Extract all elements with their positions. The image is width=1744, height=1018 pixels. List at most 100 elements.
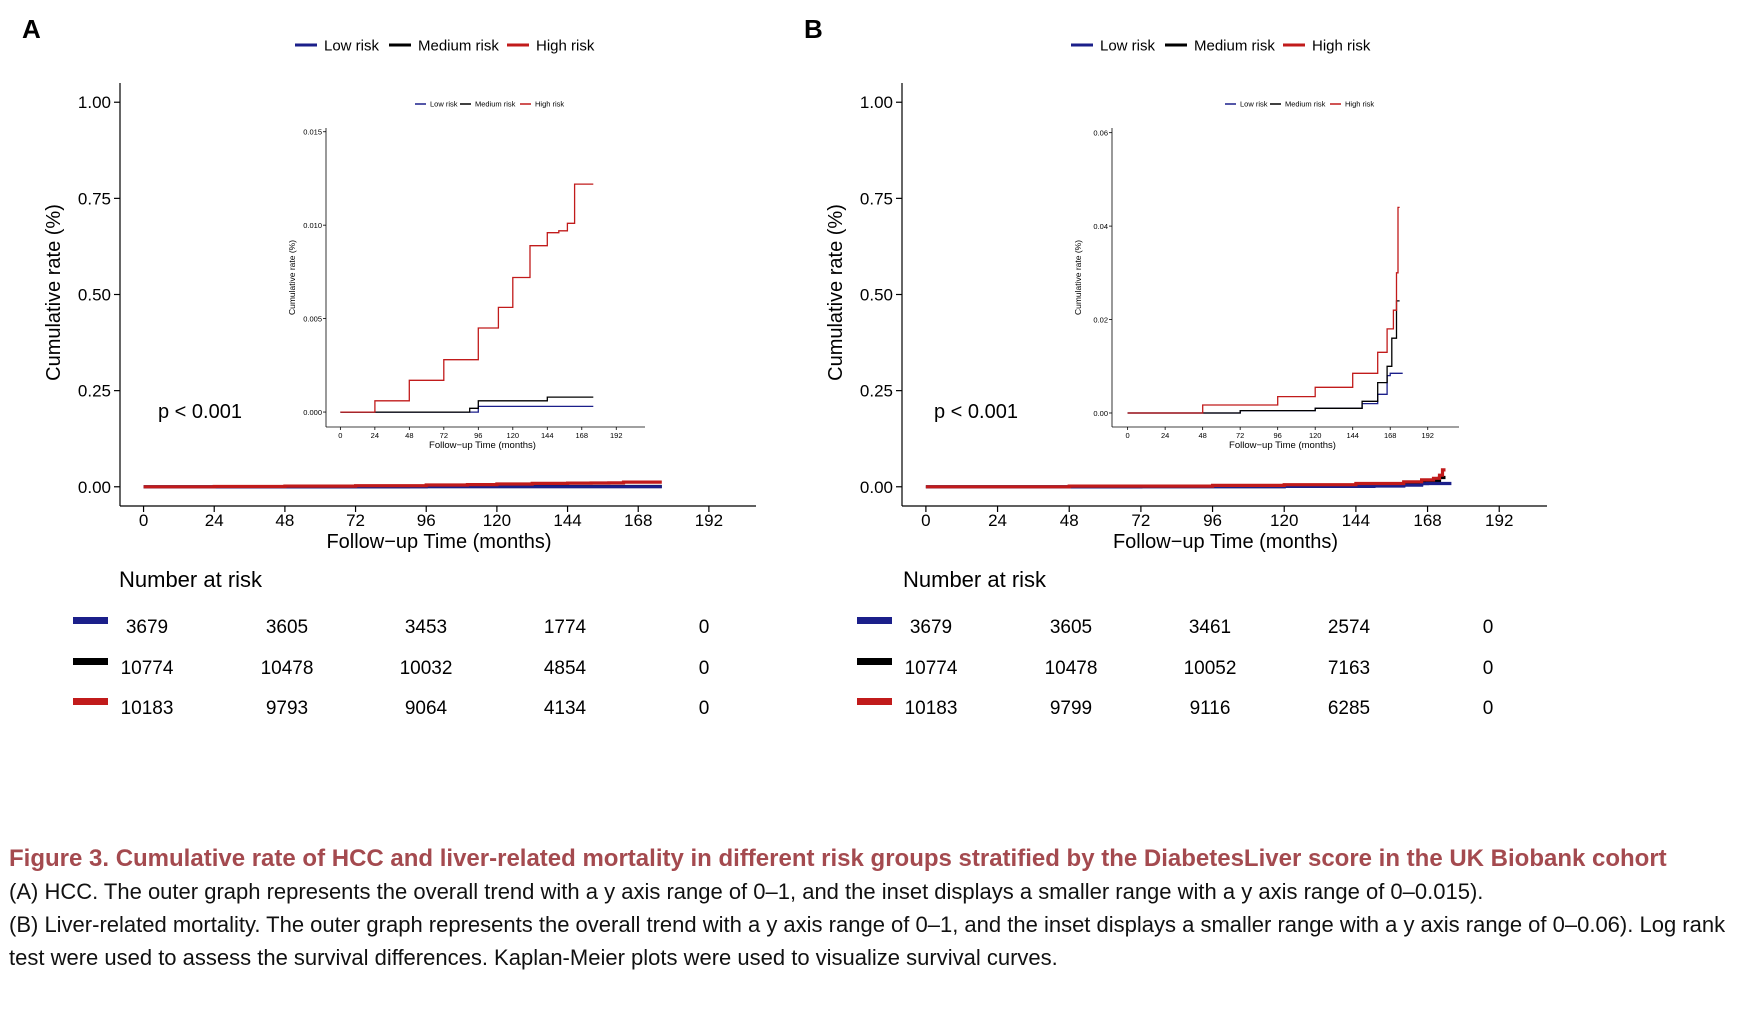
panel-label: B [804,14,823,44]
risk-cell: 9064 [405,698,448,719]
risk-cell: 10478 [1045,658,1098,679]
caption-title: Figure 3. Cumulative rate of HCC and liv… [9,845,1667,872]
inset-curve-high-risk [340,183,594,413]
inset-y-tick-label: 0.02 [1093,316,1108,325]
inset-curve-high-risk [1127,206,1400,414]
y-axis-title: Cumulative rate (%) [825,204,847,381]
risk-table-title: Number at risk [903,567,1047,592]
x-tick-label: 96 [1203,511,1222,530]
y-tick-label: 0.75 [78,189,111,208]
inset-y-tick-label: 0.00 [1093,409,1108,418]
inset-x-tick-label: 144 [1346,431,1359,440]
inset-chart: Low risk Medium risk High risk 0.000 0.005 0.… [287,100,645,451]
risk-row-swatch-2 [857,698,892,705]
inset-x-axis-title: Follow−up Time (months) [1229,440,1336,451]
risk-cell: 0 [699,617,710,638]
risk-cell: 7163 [1328,658,1370,679]
y-tick-label: 0.75 [860,189,893,208]
inset-x-tick-label: 144 [541,431,554,440]
y-tick-label: 0.00 [78,478,111,497]
risk-cell: 1774 [544,617,587,638]
risk-cell: 10183 [905,698,958,719]
inset-legend-label-2: High risk [535,100,564,109]
x-tick-label: 168 [1413,511,1441,530]
x-tick-label: 144 [553,511,581,530]
inset-curve-low-risk [1127,372,1403,414]
inset-x-tick-label: 120 [1309,431,1322,440]
main-legend-label-1: Medium risk [418,37,499,54]
inset-x-tick-label: 192 [610,431,623,440]
inset-y-axis-title: Cumulative rate (%) [1073,240,1083,315]
inset-legend-label-0: Low risk [430,100,458,109]
x-tick-label: 48 [275,511,294,530]
risk-cell: 10774 [905,658,958,679]
risk-cell: 2574 [1328,617,1371,638]
risk-cell: 0 [699,698,710,719]
inset-curve-medium-risk [340,396,594,413]
inset-x-tick-label: 96 [1274,431,1282,440]
x-tick-label: 24 [205,511,224,530]
inset-legend-label-2: High risk [1345,100,1374,109]
x-tick-label: 0 [921,511,930,530]
y-tick-label: 0.00 [860,478,893,497]
figure-caption: Figure 3. Cumulative rate of HCC and liv… [9,843,1737,974]
inset-x-tick-label: 72 [1236,431,1244,440]
risk-cell: 9793 [266,698,308,719]
y-tick-label: 0.50 [860,286,893,305]
inset-legend-label-1: Medium risk [475,100,516,109]
y-tick-label: 1.00 [860,93,893,112]
risk-cell: 3605 [266,617,308,638]
risk-cell: 0 [1483,698,1494,719]
risk-cell: 10183 [121,698,174,719]
risk-cell: 10774 [121,658,174,679]
y-tick-label: 0.50 [78,286,111,305]
risk-cell: 9116 [1190,698,1231,719]
risk-row-swatch-1 [857,658,892,665]
figure-canvas: A Low risk Medium risk High risk 0.00 0.25 0.5… [22,14,1547,719]
x-axis-title: Follow−up Time (months) [326,531,551,553]
p-value-annotation: p < 0.001 [934,401,1018,423]
inset-x-tick-label: 120 [507,431,520,440]
risk-cell: 10032 [400,658,453,679]
x-tick-label: 120 [483,511,511,530]
inset-x-tick-label: 168 [1384,431,1397,440]
x-tick-label: 120 [1270,511,1298,530]
main-legend-label-2: High risk [536,37,595,54]
risk-cell: 6285 [1328,698,1370,719]
risk-table-title: Number at risk [119,567,263,592]
x-tick-label: 192 [1485,511,1513,530]
panel-a: A Low risk Medium risk High risk 0.00 0.25 0.5… [22,14,756,719]
risk-cell: 3605 [1050,617,1092,638]
inset-y-tick-label: 0.06 [1093,129,1108,138]
risk-cell: 3453 [405,617,447,638]
inset-y-tick-label: 0.010 [303,221,322,230]
risk-cell: 4134 [544,698,587,719]
risk-cell: 3461 [1189,617,1231,638]
x-tick-label: 72 [1131,511,1150,530]
risk-row-swatch-1 [73,658,108,665]
inset-y-tick-label: 0.000 [303,408,322,417]
caption-line-a: (A) HCC. The outer graph represents the … [9,879,1484,904]
x-tick-label: 192 [695,511,723,530]
risk-cell: 3679 [910,617,952,638]
risk-table: Number at risk 3679 3605 3453 1774 0 10774 1047… [73,567,709,719]
risk-cell: 9799 [1050,698,1092,719]
x-tick-label: 0 [139,511,148,530]
inset-x-tick-label: 72 [440,431,448,440]
inset-curve-low-risk [340,405,594,413]
inset-x-tick-label: 48 [405,431,413,440]
risk-cell: 0 [699,658,710,679]
x-tick-label: 96 [417,511,436,530]
inset-x-tick-label: 96 [474,431,482,440]
inset-legend-label-1: Medium risk [1285,100,1326,109]
main-legend-label-0: Low risk [1100,37,1156,54]
main-curve-high-risk [143,480,662,489]
risk-cell: 10052 [1184,658,1237,679]
inset-x-tick-label: 0 [1126,431,1130,440]
inset-x-tick-label: 0 [338,431,342,440]
risk-row-swatch-0 [73,617,108,624]
main-legend-label-0: Low risk [324,37,380,54]
inset-y-tick-label: 0.015 [303,128,322,137]
inset-y-tick-label: 0.005 [303,315,322,324]
y-axis-title: Cumulative rate (%) [43,204,65,381]
